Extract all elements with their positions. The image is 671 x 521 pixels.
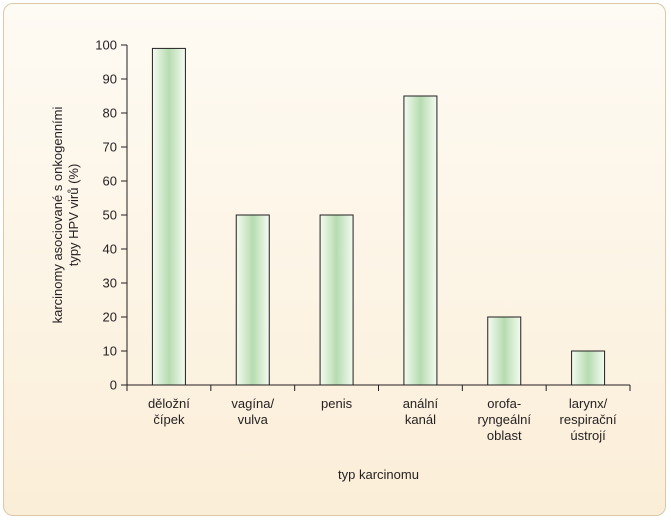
y-tick-label: 40	[103, 242, 117, 257]
bar	[235, 214, 270, 386]
x-tick-label: anální kanál	[403, 396, 439, 427]
x-tick-label-line: ústrojí	[570, 428, 606, 443]
bar	[571, 350, 606, 386]
x-tick-label: larynx/respirační ústrojí	[560, 396, 617, 443]
x-tick-label: penis	[321, 396, 353, 411]
y-tick-label: 10	[103, 344, 117, 359]
y-tick-label: 50	[103, 208, 117, 223]
x-tick-label-line: vagína/	[231, 396, 274, 411]
x-axis-labels: děložní čípek vagína/vulva penis anální kanál…	[126, 385, 631, 443]
x-tick-label-line: respirační	[560, 412, 617, 427]
x-tick-label-line: kanál	[405, 412, 436, 427]
x-tick-label-line: anální	[403, 396, 439, 411]
bar	[487, 316, 522, 386]
y-tick-label: 80	[103, 106, 117, 121]
y-tick-label: 0	[110, 378, 117, 393]
x-tick-label-line: oblast	[487, 428, 522, 443]
axes	[126, 45, 630, 386]
y-axis-ticks: 0 10 20 30 40 50 60 70 80 90 100	[95, 38, 127, 393]
x-axis-title: typ karcinomu	[338, 467, 419, 482]
x-tick-label-line: penis	[321, 396, 353, 411]
y-tick-label: 70	[103, 140, 117, 155]
x-tick-label-line: larynx/	[569, 396, 608, 411]
bar	[319, 214, 354, 386]
bar	[151, 47, 186, 386]
x-tick-label-line: vulva	[238, 412, 269, 427]
y-tick-label: 20	[103, 310, 117, 325]
x-tick-label: orofa-ryngeální oblast	[478, 396, 532, 443]
x-tick-label-line: orofa-	[487, 396, 521, 411]
y-tick-label: 100	[95, 38, 117, 53]
y-axis-title-line: typy HPV virů (%)	[66, 164, 81, 267]
x-tick-label: děložní čípek	[148, 396, 190, 427]
y-axis-title-line: karcinomy asociované s onkogenními	[50, 107, 65, 324]
y-tick-label: 90	[103, 72, 117, 87]
x-tick-label: vagína/vulva	[231, 396, 274, 427]
y-tick-label: 30	[103, 276, 117, 291]
bar	[403, 95, 438, 386]
x-tick-label-line: děložní	[148, 396, 190, 411]
y-axis-title: karcinomy asociované s onkogennímitypy H…	[50, 107, 81, 324]
y-tick-label: 60	[103, 174, 117, 189]
bars	[151, 47, 606, 386]
x-tick-label-line: ryngeální	[478, 412, 532, 427]
x-tick-label-line: čípek	[153, 412, 185, 427]
